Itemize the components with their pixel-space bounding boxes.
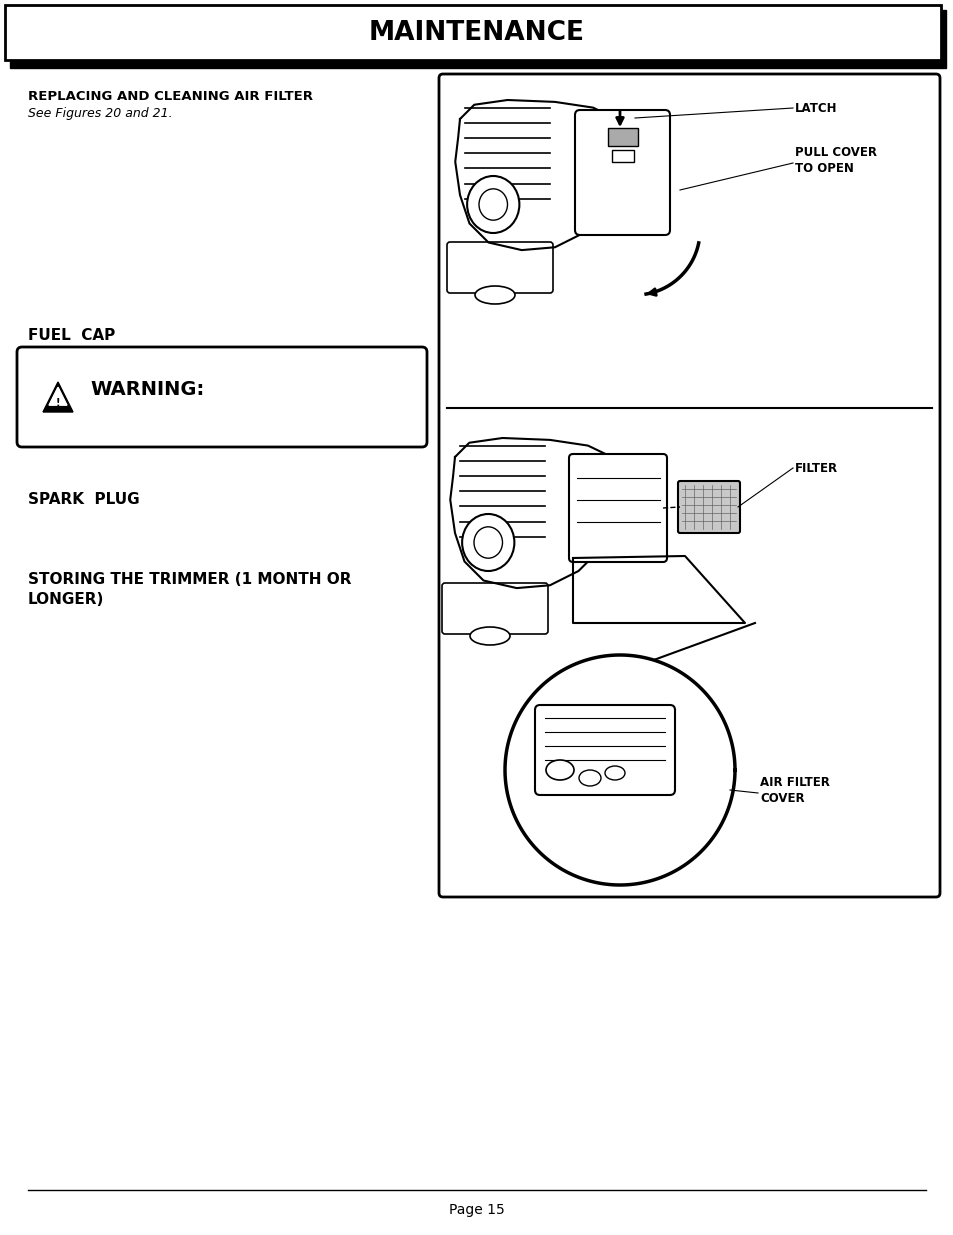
Ellipse shape bbox=[474, 527, 502, 558]
Text: STORING THE TRIMMER (1 MONTH OR: STORING THE TRIMMER (1 MONTH OR bbox=[28, 572, 351, 587]
Text: Page 15: Page 15 bbox=[449, 1203, 504, 1216]
Ellipse shape bbox=[461, 514, 514, 571]
Text: AIR FILTER
COVER: AIR FILTER COVER bbox=[760, 776, 829, 804]
Text: LATCH: LATCH bbox=[794, 101, 837, 115]
FancyBboxPatch shape bbox=[441, 583, 547, 634]
Bar bbox=[10, 10, 945, 68]
Text: WARNING:: WARNING: bbox=[90, 380, 204, 399]
Ellipse shape bbox=[475, 287, 515, 304]
Text: See Figures 20 and 21.: See Figures 20 and 21. bbox=[28, 107, 172, 120]
Text: MAINTENANCE: MAINTENANCE bbox=[369, 20, 584, 46]
Polygon shape bbox=[450, 438, 620, 588]
Polygon shape bbox=[573, 556, 744, 622]
FancyBboxPatch shape bbox=[447, 242, 553, 293]
FancyBboxPatch shape bbox=[438, 74, 939, 897]
FancyBboxPatch shape bbox=[678, 480, 740, 534]
Polygon shape bbox=[504, 655, 734, 885]
Polygon shape bbox=[49, 388, 67, 405]
Bar bbox=[607, 128, 638, 146]
Text: LONGER): LONGER) bbox=[28, 592, 104, 606]
Text: !: ! bbox=[55, 398, 60, 408]
Ellipse shape bbox=[578, 769, 600, 785]
FancyBboxPatch shape bbox=[575, 110, 669, 235]
Ellipse shape bbox=[545, 760, 574, 781]
Bar bbox=[5, 5, 940, 61]
FancyBboxPatch shape bbox=[17, 347, 427, 447]
Text: SPARK  PLUG: SPARK PLUG bbox=[28, 492, 139, 508]
Text: REPLACING AND CLEANING AIR FILTER: REPLACING AND CLEANING AIR FILTER bbox=[28, 90, 313, 103]
Polygon shape bbox=[43, 382, 73, 412]
Ellipse shape bbox=[470, 627, 510, 645]
Ellipse shape bbox=[467, 177, 518, 233]
Polygon shape bbox=[455, 100, 625, 251]
Text: PULL COVER
TO OPEN: PULL COVER TO OPEN bbox=[794, 146, 876, 174]
Ellipse shape bbox=[478, 189, 507, 220]
FancyBboxPatch shape bbox=[568, 454, 666, 562]
Ellipse shape bbox=[604, 766, 624, 781]
Text: FUEL  CAP: FUEL CAP bbox=[28, 329, 115, 343]
Text: FILTER: FILTER bbox=[794, 462, 838, 474]
FancyBboxPatch shape bbox=[535, 705, 675, 795]
Bar bbox=[612, 149, 634, 162]
